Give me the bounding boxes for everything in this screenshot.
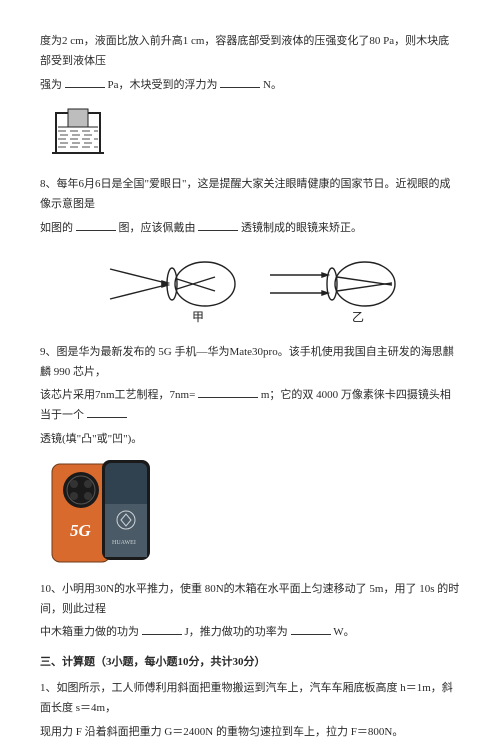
- q8-l2-b: 图，应该佩戴由: [119, 222, 196, 234]
- calc1-line1: 1、如图所示，工人师傅利用斜面把重物搬运到汽车上，汽车车厢底板高度 h＝1m，斜…: [40, 679, 460, 719]
- q9-line2: 该芯片采用7nm工艺制程，7nm= m；它的双 4000 万像素徕卡四摄镜头相当…: [40, 386, 460, 426]
- figure-beaker: [48, 105, 460, 161]
- q8-blank-1: [76, 219, 116, 231]
- q7-tail-line1: 度为2 cm，液面比放入前升高1 cm，容器底部受到液体的压强变化了80 Pa，…: [40, 32, 460, 72]
- q8-line2: 如图的 图，应该佩戴由 透镜制成的眼镜来矫正。: [40, 219, 460, 239]
- figure-phone: 5G HUAWEI: [46, 458, 460, 568]
- q7-l2-b: Pa，木块受到的浮力为: [108, 79, 218, 91]
- q7-blank-2: [220, 76, 260, 88]
- svg-text:HUAWEI: HUAWEI: [112, 540, 136, 546]
- figure-eyes: 甲 乙: [40, 249, 460, 329]
- q8-blank-2: [198, 219, 238, 231]
- q7-l2-a: 强为: [40, 79, 62, 91]
- q10-line2: 中木箱重力做的功为 J，推力做功的功率为 W。: [40, 623, 460, 643]
- q10-l2-c: W。: [333, 626, 354, 638]
- q9-line3: 透镜(填"凸"或"凹")。: [40, 430, 460, 450]
- q10-l2-a: 中木箱重力做的功为: [40, 626, 139, 638]
- q9-blank-1: [198, 386, 258, 398]
- q10-blank-1: [142, 623, 182, 635]
- caption-yi: 乙: [352, 310, 364, 324]
- q9-blank-2: [87, 406, 127, 418]
- q9-line1: 9、图是华为最新发布的 5G 手机—华为Mate30pro。该手机使用我国自主研…: [40, 343, 460, 383]
- q7-blank-1: [65, 76, 105, 88]
- q7-tail-line2: 强为 Pa，木块受到的浮力为 N。: [40, 76, 460, 96]
- q8-l2-a: 如图的: [40, 222, 73, 234]
- q10-blank-2: [291, 623, 331, 635]
- q8-l2-c: 透镜制成的眼镜来矫正。: [241, 222, 362, 234]
- q8-line1: 8、每年6月6日是全国"爱眼日"，这是提醒大家关注眼睛健康的国家节日。近视眼的成…: [40, 175, 460, 215]
- q10-line1: 10、小明用30N的水平推力，使重 80N的木箱在水平面上匀速移动了 5m，用了…: [40, 580, 460, 620]
- q9-l2-a: 该芯片采用7nm工艺制程，7nm=: [40, 389, 195, 401]
- q7-l2-c: N。: [263, 79, 282, 91]
- q10-l2-b: J，推力做功的功率为: [185, 626, 288, 638]
- section3-title: 三、计算题（3小题，每小题10分，共计30分）: [40, 653, 460, 673]
- calc1-line2: 现用力 F 沿着斜面把重力 G＝2400N 的重物匀速拉到车上，拉力 F＝800…: [40, 723, 460, 742]
- caption-jia: 甲: [192, 310, 204, 324]
- phone-5g-label: 5G: [70, 521, 92, 540]
